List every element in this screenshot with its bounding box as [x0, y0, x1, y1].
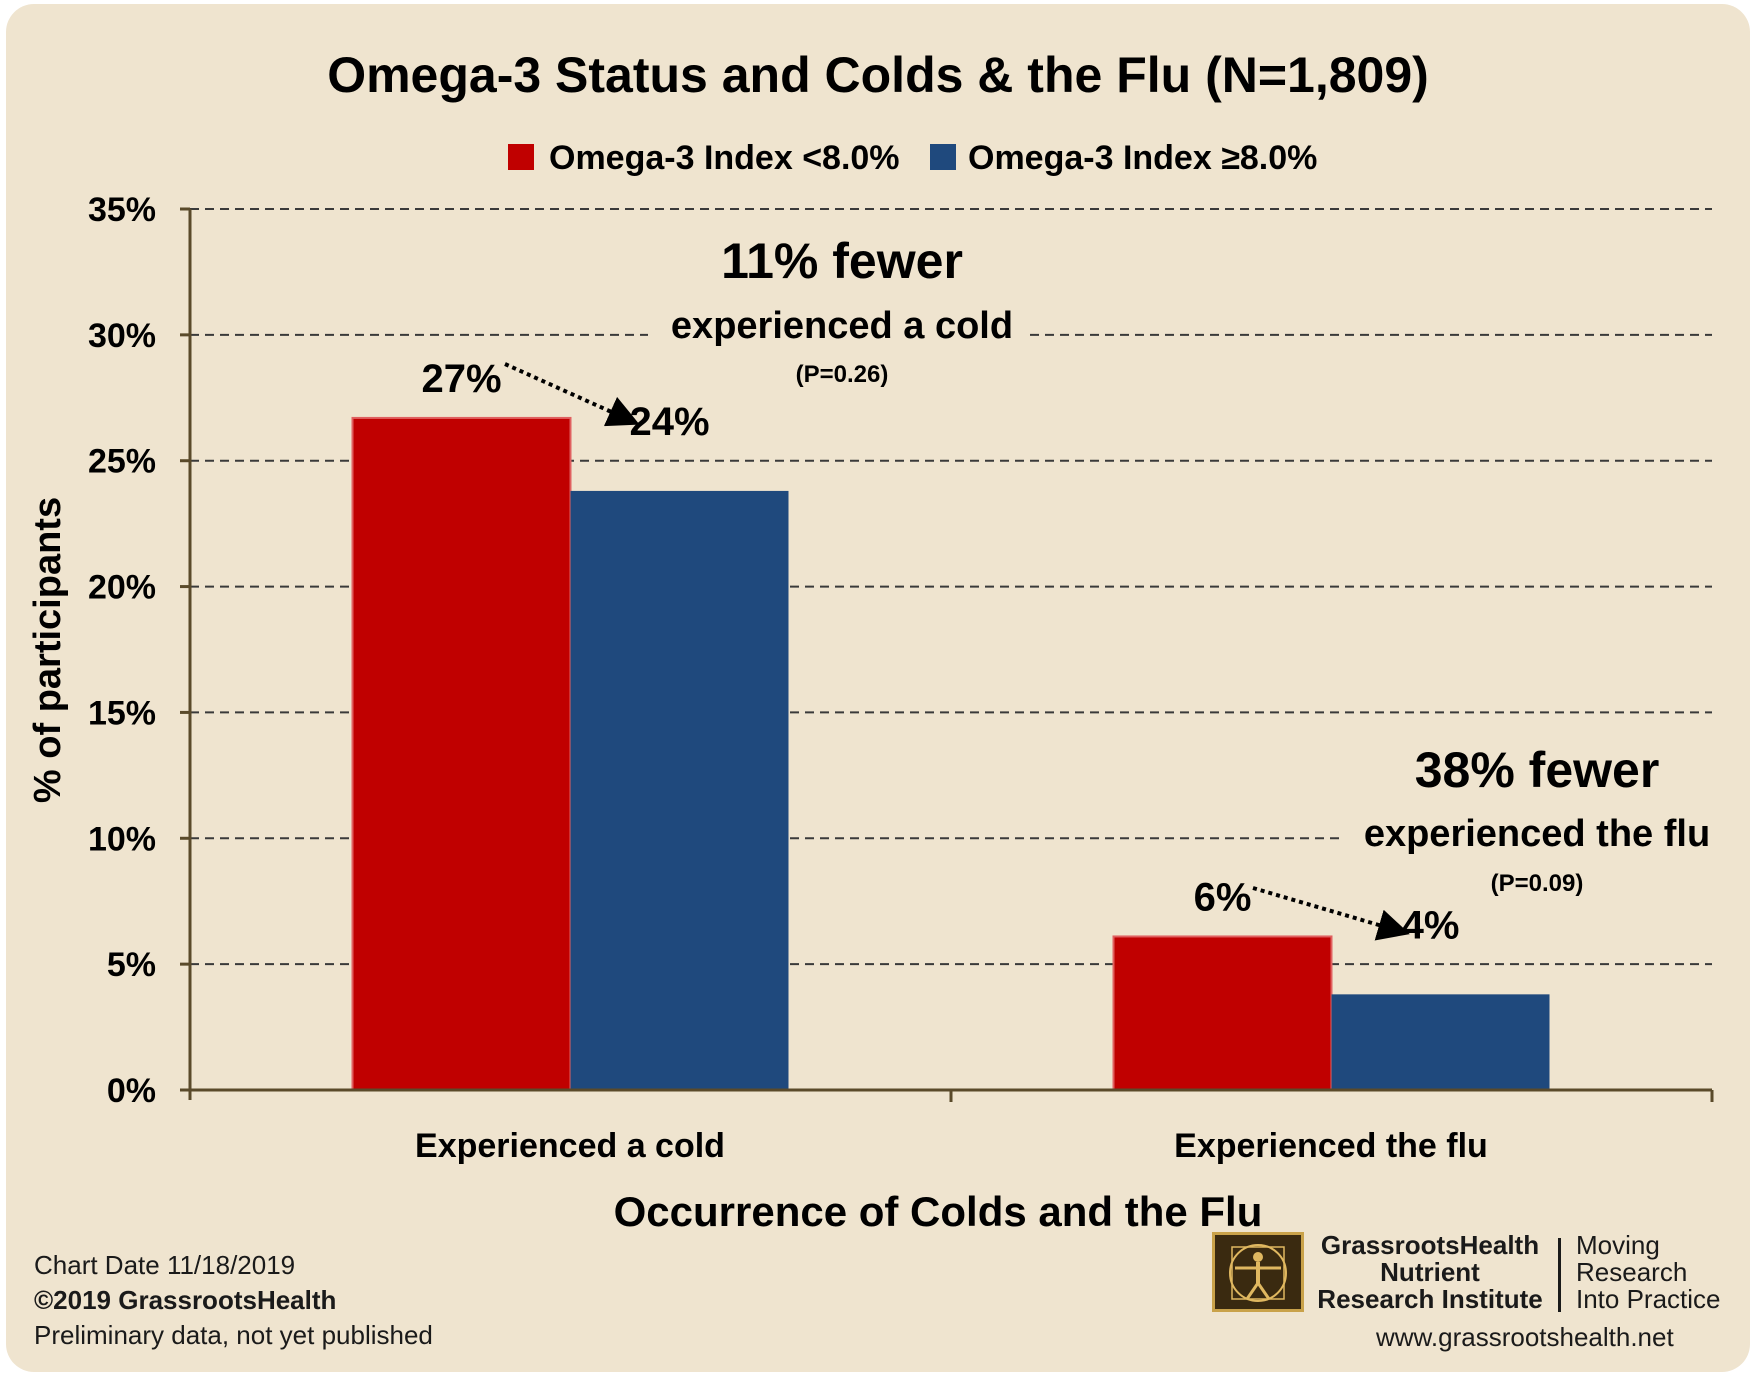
org-name: GrassrootsHealth Nutrient Research Insti… [1310, 1232, 1550, 1313]
bar-data-labels: 27% 6% 24% 4% [421, 357, 1459, 947]
grassroots-logo [1212, 1232, 1304, 1312]
tagline-line: Moving [1576, 1230, 1660, 1260]
bar-data-label: 6% [1194, 875, 1252, 919]
y-tick-label: 15% [88, 694, 156, 732]
branding-divider [1558, 1238, 1561, 1312]
annotation-headline: 11% fewer [721, 233, 963, 289]
legend: Omega-3 Index <8.0% Omega-3 Index ≥8.0% [508, 139, 1317, 177]
org-name-line: GrassrootsHealth [1320, 1230, 1540, 1260]
y-tick-label: 10% [88, 820, 156, 858]
x-axis-title: Occurrence of Colds and the Flu [614, 1188, 1263, 1235]
copyright: ©2019 GrassrootsHealth [34, 1285, 337, 1315]
org-name-line: Nutrient [1380, 1257, 1480, 1287]
preliminary-note: Preliminary data, not yet published [34, 1320, 433, 1350]
y-tick-label: 35% [88, 191, 156, 229]
y-tick-label: 5% [107, 946, 156, 984]
tagline-line: Research [1576, 1257, 1688, 1287]
y-tick-label: 30% [88, 317, 156, 355]
annotation-cold: 11% fewer experienced a cold (P=0.26) [648, 225, 1028, 395]
bar-at-or-above-8-flu [1331, 994, 1550, 1090]
vitruvian-figure-icon [1229, 1244, 1287, 1302]
annotation-flu: 38% fewer experienced the flu (P=0.09) [1340, 734, 1735, 904]
bar-at-or-above-8-cold [570, 490, 789, 1090]
bar-below-8-flu [1112, 935, 1333, 1091]
chart-footer: Chart Date 11/18/2019 ©2019 GrassrootsHe… [34, 1248, 433, 1353]
y-axis-title: % of participants [27, 497, 69, 803]
org-name-line: Research Institute [1317, 1284, 1543, 1314]
annotation-pvalue: (P=0.26) [796, 361, 889, 388]
legend-label-series-2: Omega-3 Index ≥8.0% [968, 139, 1317, 177]
chart-title: Omega-3 Status and Colds & the Flu (N=1,… [327, 47, 1429, 103]
annotation-headline: 38% fewer [1415, 742, 1660, 798]
tagline: Moving Research Into Practice [1576, 1232, 1721, 1313]
x-category-label-cold: Experienced a cold [415, 1127, 725, 1165]
annotation-pvalue: (P=0.09) [1491, 870, 1584, 897]
y-tick-label: 20% [88, 569, 156, 607]
change-arrow-cold [504, 362, 640, 427]
y-tick-label: 25% [88, 443, 156, 481]
annotation-subline: experienced the flu [1364, 813, 1710, 855]
bar-data-label: 27% [421, 357, 501, 401]
change-arrow-flu [1252, 886, 1410, 941]
chart-date: Chart Date 11/18/2019 [34, 1250, 296, 1280]
bars [351, 416, 1550, 1091]
legend-label-series-1: Omega-3 Index <8.0% [549, 139, 900, 177]
y-tick-label: 0% [107, 1072, 156, 1110]
legend-swatch-series-1 [508, 144, 534, 170]
x-category-label-flu: Experienced the flu [1174, 1127, 1488, 1165]
bar-below-8-cold [351, 416, 572, 1091]
bar-data-label: 4% [1402, 903, 1460, 947]
y-tick-labels: 0% 5% 10% 15% 20% 25% 30% 35% [88, 191, 190, 1110]
website-link[interactable]: www.grassrootshealth.net [1376, 1322, 1674, 1352]
annotation-background [648, 225, 1028, 395]
tagline-line: Into Practice [1576, 1284, 1721, 1314]
bar-data-label: 24% [629, 400, 709, 444]
legend-swatch-series-2 [930, 144, 956, 170]
annotation-subline: experienced a cold [671, 305, 1013, 347]
annotation-background [1340, 734, 1735, 904]
